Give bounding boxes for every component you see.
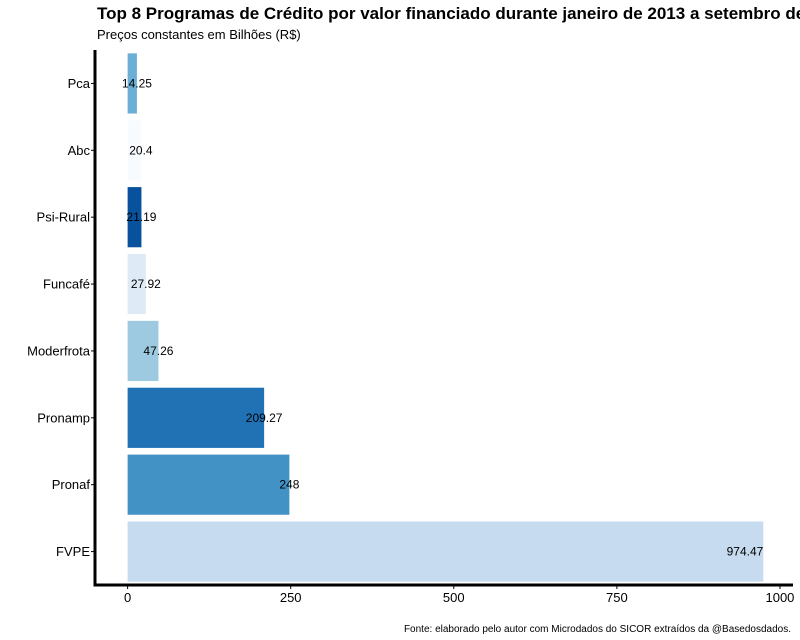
data-label: 209.27: [246, 411, 283, 425]
category-label: Pronamp: [37, 410, 90, 425]
data-label: 47.26: [143, 344, 173, 358]
x-tick-label: 250: [280, 590, 302, 605]
data-label: 27.92: [131, 277, 161, 291]
category-label: Moderfrota: [27, 343, 91, 358]
data-label: 20.4: [129, 143, 153, 157]
x-tick-label: 0: [124, 590, 131, 605]
bar-funcaf-: [127, 253, 146, 315]
x-axis-ticks: 0 250 500 750 1000: [124, 585, 794, 605]
bar-psi-rural: [127, 187, 142, 248]
category-labels: Pca Abc Psi-Rural Funcafé Moderfrota Pronamp P…: [27, 76, 91, 559]
x-tick-label: 500: [443, 590, 465, 605]
data-label: 14.25: [122, 76, 152, 90]
data-label: 21.19: [126, 210, 156, 224]
data-labels: 14.25 20.4 21.19 27.92 47.26 209.27 248 974.47: [122, 76, 764, 558]
x-tick-label: 1000: [765, 590, 794, 605]
bar-pronaf: [127, 454, 290, 515]
category-label: Pca: [68, 76, 91, 91]
category-label: Psi-Rural: [37, 210, 91, 225]
x-tick-label: 750: [606, 590, 628, 605]
chart-subtitle: Preços constantes em Bilhões (R$): [97, 27, 301, 42]
bar-abc: [127, 120, 141, 181]
bar-fvpe: [127, 521, 764, 582]
bar-pronamp: [127, 387, 265, 448]
category-label: FVPE: [56, 544, 90, 559]
category-label: Abc: [68, 143, 91, 158]
bar-moderfrota: [127, 320, 159, 382]
axes: [91, 50, 793, 587]
category-label: Pronaf: [52, 477, 91, 492]
category-label: Funcafé: [43, 277, 90, 292]
data-label: 248: [279, 478, 299, 492]
chart-caption: Fonte: elaborado pelo autor com Microdad…: [404, 624, 791, 635]
bars-group: [127, 53, 764, 582]
bar-pca: [127, 53, 137, 114]
data-label: 974.47: [727, 545, 764, 559]
chart-title: Top 8 Programas de Crédito por valor fin…: [97, 4, 800, 23]
